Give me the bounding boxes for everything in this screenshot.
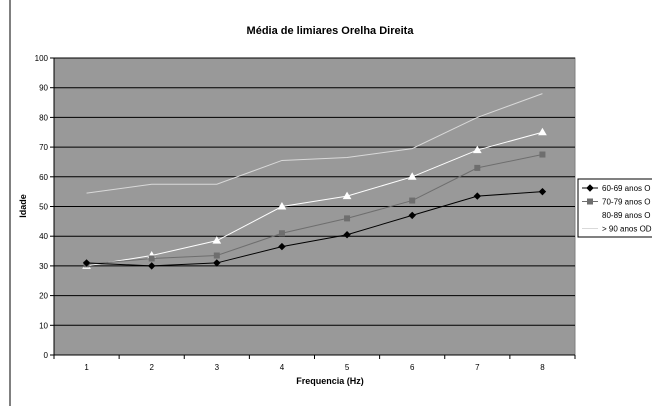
y-tick-label: 70 <box>39 143 48 152</box>
data-point-square <box>539 151 546 158</box>
x-tick-label: 7 <box>475 363 480 372</box>
data-point-triangle <box>277 202 287 210</box>
x-tick-label: 6 <box>410 363 415 372</box>
legend-label: 70-79 anos O <box>602 198 650 207</box>
x-tick-label: 2 <box>149 363 154 372</box>
legend-label: 60-69 anos O <box>602 184 650 193</box>
chart-title: Média de limiares Orelha Direita <box>247 25 415 37</box>
data-point-square <box>587 198 593 205</box>
y-tick-label: 50 <box>39 203 48 212</box>
data-point-triangle <box>472 145 482 154</box>
plot-area: 0 10 20 30 40 50 60 70 80 90 100 1 2 3 4 5 6 7 8 <box>35 54 576 372</box>
data-point-diamond <box>586 184 594 192</box>
data-point-triangle <box>212 236 222 244</box>
x-tick-label: 4 <box>280 363 285 372</box>
data-point-triangle <box>407 172 417 180</box>
data-point-diamond <box>82 259 91 267</box>
series-line <box>86 131 543 267</box>
series-line <box>86 191 543 267</box>
x-axis-title: Frequencia (Hz) <box>296 376 364 386</box>
y-tick-label: 10 <box>39 321 48 330</box>
data-point-diamond <box>213 259 221 267</box>
y-tick-label: 90 <box>39 84 48 93</box>
y-tick-label: 80 <box>39 113 48 122</box>
data-point-square <box>474 164 481 171</box>
data-point-diamond <box>147 262 156 270</box>
data-point-diamond <box>343 231 351 239</box>
data-point-square <box>344 215 351 222</box>
data-point-triangle <box>585 210 595 218</box>
legend-box <box>577 178 652 238</box>
data-point-square <box>213 252 220 259</box>
data-point-square <box>148 255 155 262</box>
series-line <box>86 93 543 194</box>
data-point-square <box>409 197 416 204</box>
legend: 60-69 anos O 70-79 anos O 80-89 anos O > 90… <box>577 178 652 238</box>
data-point-diamond <box>278 242 286 251</box>
data-point-diamond <box>408 211 416 220</box>
x-tick-label: 1 <box>84 363 89 372</box>
data-point-diamond <box>473 192 482 200</box>
y-tick-label: 20 <box>39 292 48 301</box>
x-tick-label: 5 <box>345 363 350 372</box>
y-tick-label: 60 <box>39 173 48 182</box>
data-point-triangle <box>342 191 352 200</box>
x-tick-label: 3 <box>215 363 220 372</box>
y-tick-label: 0 <box>44 351 49 360</box>
series-line <box>86 154 543 265</box>
data-point-square <box>278 230 285 237</box>
data-point-diamond <box>538 187 547 196</box>
y-axis-title: Idade <box>18 194 28 218</box>
y-tick-label: 30 <box>39 262 48 271</box>
y-tick-label: 100 <box>35 54 49 63</box>
legend-label: 80-89 anos O <box>602 211 650 220</box>
legend-label: > 90 anos OD <box>602 225 652 234</box>
y-tick-label: 40 <box>39 232 48 241</box>
data-point-triangle <box>538 127 547 136</box>
x-tick-label: 8 <box>540 363 545 372</box>
